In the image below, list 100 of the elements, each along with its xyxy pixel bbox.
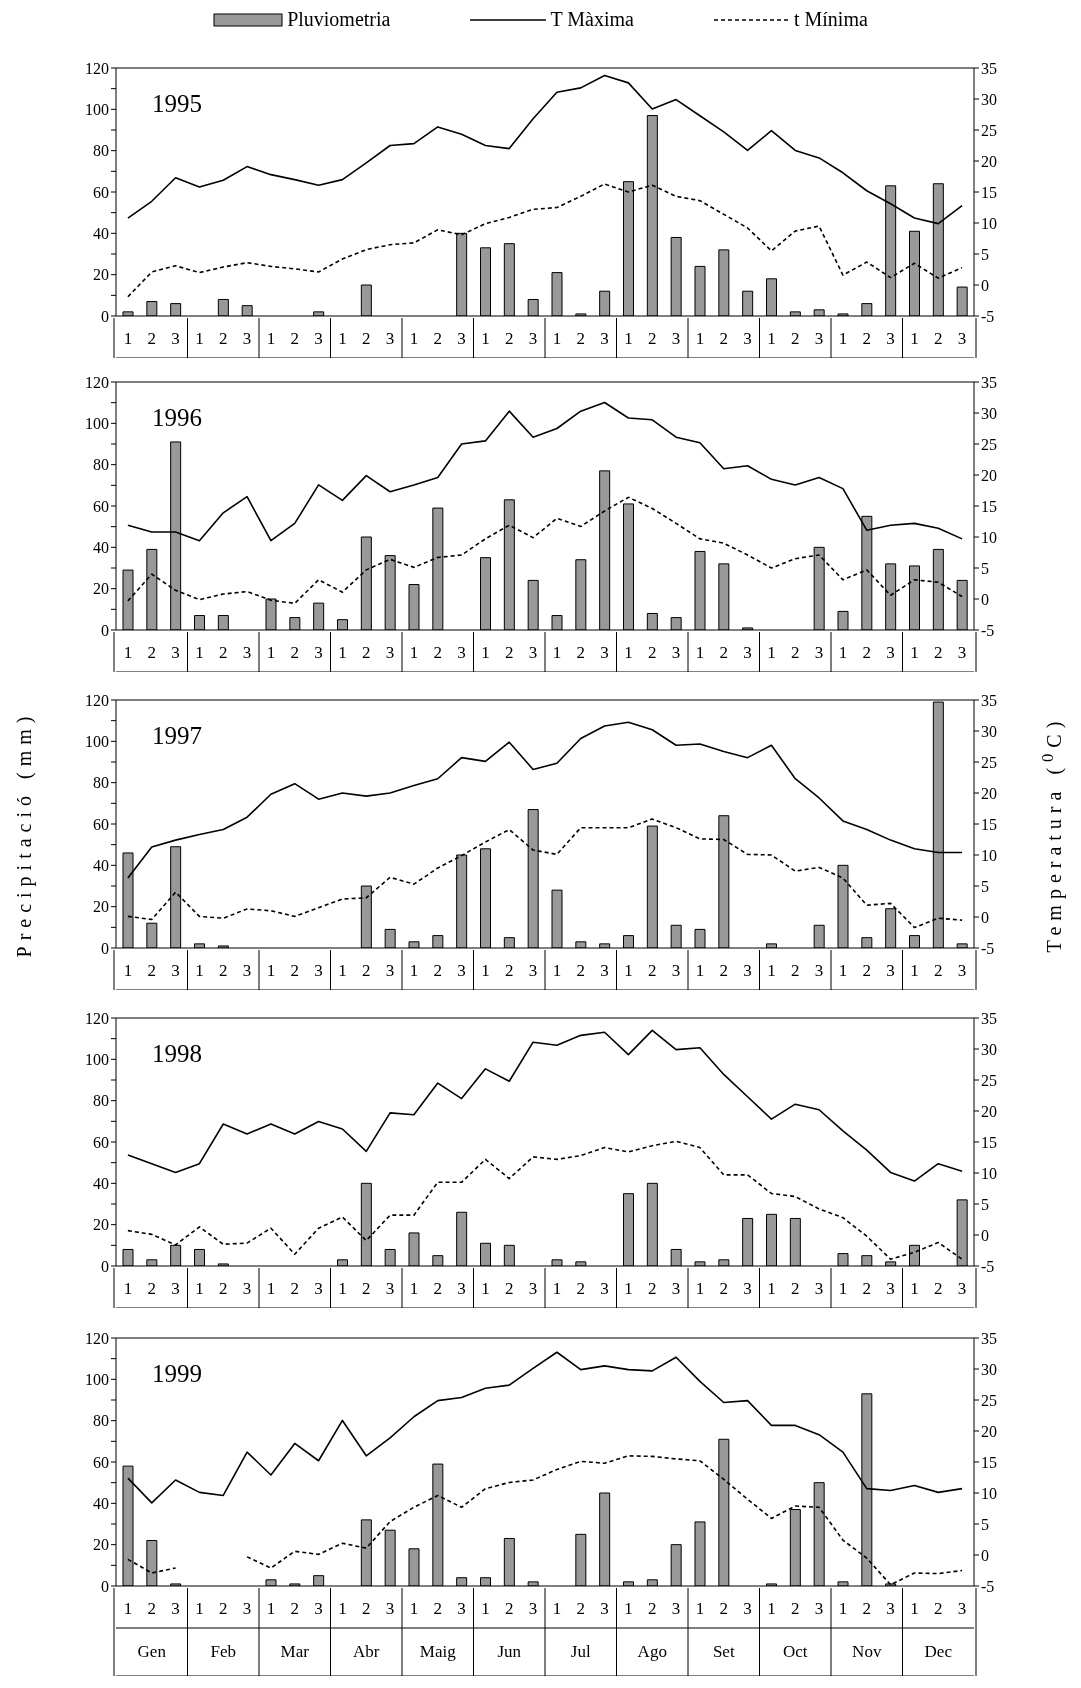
y2-tick-label: 20 (981, 1422, 997, 1440)
y2-tick-label: 10 (981, 214, 997, 232)
y-tick-label: 20 (93, 1536, 109, 1554)
x-tick-label: 1 (266, 643, 276, 663)
line-series (127, 1029, 963, 1182)
x-tick-label: 1 (552, 961, 562, 981)
legend-label: t Mínima (793, 8, 868, 31)
x-tick-label: 2 (505, 329, 514, 349)
x-tick-label: 2 (290, 643, 299, 663)
x-tick-label: 2 (934, 1279, 943, 1299)
x-tick-label: 3 (957, 329, 967, 349)
x-tick-label: 1 (838, 961, 848, 981)
x-tick-label: 2 (147, 1279, 156, 1299)
x-tick-label: 2 (290, 1279, 299, 1299)
y2-tick-label: 15 (981, 497, 997, 515)
y2-tick-label: 15 (981, 1453, 997, 1471)
x-tick-label: 2 (147, 961, 156, 981)
y-tick-label: 20 (93, 898, 109, 916)
x-tick-label: 3 (457, 329, 466, 349)
y2-tick-label: 30 (981, 722, 997, 740)
x-tick-label: 1 (624, 1599, 633, 1619)
x-tick-label: 3 (385, 329, 395, 349)
y-tick-label: 60 (93, 1453, 109, 1471)
x-tick-label: 2 (433, 1279, 442, 1299)
y-tick-label: 60 (93, 815, 109, 833)
x-tick-label: 2 (862, 1599, 871, 1619)
text: Feb (209, 1642, 237, 1662)
x-tick-label: 1 (767, 643, 776, 663)
x-tick-label: 1 (266, 329, 276, 349)
x-tick-label: 3 (671, 961, 681, 981)
x-tick-label: 3 (600, 643, 609, 663)
y2-tick-label: 5 (981, 1515, 989, 1533)
legend-label: T Màxima (550, 8, 634, 31)
y2-tick-label: -5 (981, 307, 995, 325)
x-tick-label: 3 (814, 961, 824, 981)
y2-tick-label: 20 (981, 152, 997, 170)
x-tick-label: 2 (362, 1279, 371, 1299)
x-tick-label: 3 (600, 1279, 609, 1299)
x-tick-label: 2 (219, 329, 228, 349)
y-tick-label: 80 (93, 142, 109, 160)
x-tick-label: 3 (886, 1599, 895, 1619)
x-tick-label: 2 (219, 643, 228, 663)
y2-tick-label: 35 (981, 59, 997, 77)
x-tick-label: 3 (743, 1599, 752, 1619)
x-tick-label: 3 (385, 1599, 395, 1619)
y-tick-label: 0 (101, 307, 109, 325)
x-tick-label: 1 (767, 961, 776, 981)
x-tick-label: 1 (695, 643, 705, 663)
x-tick-label: 3 (314, 1279, 323, 1299)
x-tick-label: 1 (338, 1279, 347, 1299)
x-tick-label: 2 (791, 961, 800, 981)
x-tick-label: 2 (576, 1279, 585, 1299)
x-tick-label: 1 (838, 1599, 848, 1619)
y2-tick-label: -5 (981, 1577, 995, 1595)
text: Ago (636, 1642, 668, 1662)
x-tick-label: 3 (242, 1599, 252, 1619)
x-tick-label: 2 (362, 1599, 371, 1619)
x-tick-label: 2 (433, 329, 442, 349)
x-tick-label: 3 (957, 643, 967, 663)
y-tick-label: 0 (101, 939, 109, 957)
x-tick-label: 3 (385, 643, 395, 663)
x-tick-label: 3 (528, 329, 538, 349)
x-tick-label: 1 (624, 329, 633, 349)
x-tick-label: 3 (314, 643, 323, 663)
x-tick-label: 2 (791, 1279, 800, 1299)
x-tick-label: 2 (505, 961, 514, 981)
x-tick-label: 3 (886, 329, 895, 349)
x-tick-label: 2 (862, 643, 871, 663)
y-tick-label: 60 (93, 183, 109, 201)
y2-tick-label: 25 (981, 435, 997, 453)
x-tick-label: 1 (409, 329, 419, 349)
x-tick-label: 2 (934, 329, 943, 349)
text: 1999 (152, 1360, 202, 1388)
text: Set (711, 1642, 736, 1662)
x-tick-label: 1 (123, 1279, 133, 1299)
y2-tick-label: 15 (981, 1133, 997, 1151)
x-tick-label: 2 (576, 961, 585, 981)
y-tick-label: 100 (85, 415, 109, 433)
y2-tick-label: 10 (981, 846, 997, 864)
x-tick-label: 3 (171, 1599, 180, 1619)
x-tick-label: 3 (671, 1599, 681, 1619)
y-tick-label: 0 (101, 621, 109, 639)
x-tick-label: 3 (528, 1279, 538, 1299)
x-tick-label: 1 (767, 329, 776, 349)
x-tick-label: 2 (648, 1279, 657, 1299)
x-tick-label: 1 (195, 643, 204, 663)
y-axis-title: Precipitació (mm) (12, 710, 36, 958)
x-tick-label: 2 (934, 1599, 943, 1619)
x-tick-label: 3 (814, 329, 824, 349)
x-tick-label: 3 (171, 329, 180, 349)
text: Abr (352, 1642, 381, 1662)
x-tick-label: 2 (862, 961, 871, 981)
x-tick-label: 2 (505, 1279, 514, 1299)
y-tick-label: 120 (85, 1329, 109, 1347)
x-tick-label: 3 (671, 329, 681, 349)
x-tick-label: 1 (481, 329, 490, 349)
y2-tick-label: 10 (981, 1484, 997, 1502)
text: Maig (418, 1642, 457, 1662)
x-tick-label: 1 (624, 961, 633, 981)
x-tick-label: 1 (552, 1279, 562, 1299)
